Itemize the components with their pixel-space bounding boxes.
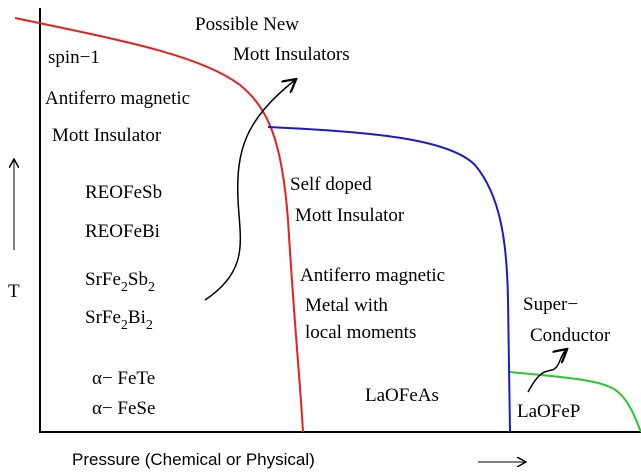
material: SrFe2Bi2 bbox=[85, 307, 153, 333]
arrow bbox=[527, 350, 566, 393]
region-label: Antiferro magnetic bbox=[45, 88, 190, 109]
region-label: Mott Insulators bbox=[233, 44, 350, 65]
region-label: Super− bbox=[523, 294, 578, 315]
material: LaOFeAs bbox=[365, 385, 439, 406]
region-label: Antiferro magnetic bbox=[300, 265, 445, 286]
material: REOFeSb bbox=[85, 182, 162, 203]
arrow bbox=[204, 80, 295, 301]
material: LaOFeP bbox=[517, 401, 580, 422]
y-label: T bbox=[8, 281, 20, 302]
region-label: Metal with bbox=[305, 295, 388, 316]
x-label: Pressure (Chemical or Physical) bbox=[72, 450, 315, 469]
region-label: Self doped bbox=[290, 174, 372, 195]
region-label: local moments bbox=[305, 322, 416, 343]
material: SrFe2Sb2 bbox=[85, 269, 155, 295]
material: α− FeSe bbox=[92, 398, 155, 419]
region-label: Mott Insulator bbox=[52, 125, 162, 146]
region-label: Mott Insulator bbox=[295, 205, 405, 226]
region-label: Possible New bbox=[195, 14, 299, 35]
region-label: spin−1 bbox=[48, 47, 100, 68]
material: REOFeBi bbox=[85, 221, 160, 242]
blue-boundary bbox=[267, 126, 511, 433]
green-boundary bbox=[509, 371, 641, 433]
region-label: Conductor bbox=[530, 325, 611, 346]
material: α− FeTe bbox=[92, 368, 155, 389]
